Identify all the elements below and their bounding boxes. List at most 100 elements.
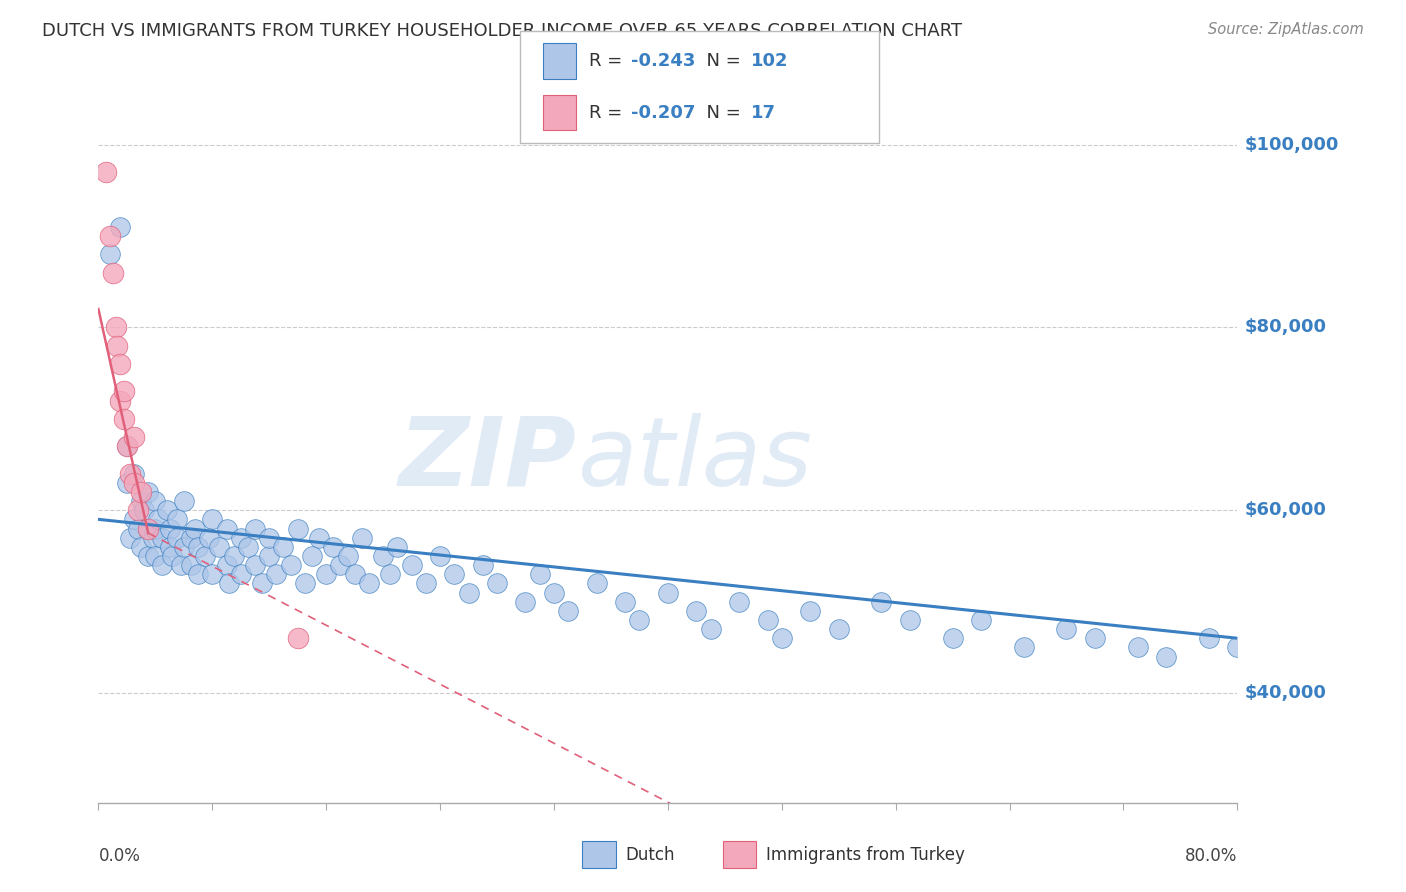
Point <box>105 338 128 352</box>
Point <box>614 594 637 608</box>
Point <box>942 631 965 645</box>
Point <box>198 531 221 545</box>
Point <box>315 567 337 582</box>
Point <box>156 503 179 517</box>
Point <box>336 549 359 563</box>
Point <box>141 531 163 545</box>
Point <box>115 475 138 490</box>
Point <box>471 558 494 573</box>
Point <box>222 549 245 563</box>
Point <box>132 503 155 517</box>
Point <box>543 585 565 599</box>
Point <box>350 531 373 545</box>
Point <box>136 521 159 535</box>
Text: $40,000: $40,000 <box>1244 684 1326 702</box>
Point <box>108 219 131 234</box>
Text: N =: N = <box>695 103 747 121</box>
Point <box>112 411 135 425</box>
Text: R =: R = <box>589 103 628 121</box>
Point <box>1226 640 1249 655</box>
Point <box>429 549 451 563</box>
Point <box>173 540 195 554</box>
Text: 0.0%: 0.0% <box>98 847 141 864</box>
Point <box>628 613 651 627</box>
Point <box>343 567 366 582</box>
Point <box>250 576 273 591</box>
Text: $100,000: $100,000 <box>1244 136 1339 153</box>
Point <box>970 613 993 627</box>
Point <box>898 613 921 627</box>
Point <box>180 531 202 545</box>
Point <box>287 521 309 535</box>
Point <box>159 521 181 535</box>
Point <box>557 604 579 618</box>
Point <box>685 604 707 618</box>
Point <box>870 594 893 608</box>
Point <box>218 576 240 591</box>
Point <box>187 540 209 554</box>
Point <box>108 393 131 408</box>
Point <box>122 475 145 490</box>
Point <box>145 494 167 508</box>
Point <box>415 576 437 591</box>
Point <box>170 558 193 573</box>
Text: DUTCH VS IMMIGRANTS FROM TURKEY HOUSEHOLDER INCOME OVER 65 YEARS CORRELATION CHA: DUTCH VS IMMIGRANTS FROM TURKEY HOUSEHOL… <box>42 22 962 40</box>
Point <box>187 567 209 582</box>
Point <box>127 521 149 535</box>
Text: ZIP: ZIP <box>399 412 576 506</box>
Point <box>259 549 281 563</box>
Point <box>159 540 181 554</box>
Point <box>515 594 537 608</box>
Point <box>152 531 174 545</box>
Point <box>699 622 721 636</box>
Point <box>259 531 281 545</box>
Point <box>166 512 188 526</box>
Point <box>828 622 851 636</box>
Point <box>401 558 423 573</box>
Point <box>104 320 127 334</box>
Point <box>657 585 679 599</box>
Point <box>236 540 259 554</box>
Text: $60,000: $60,000 <box>1244 501 1326 519</box>
Point <box>136 549 159 563</box>
Point <box>201 512 224 526</box>
Point <box>118 531 141 545</box>
Point <box>229 531 252 545</box>
Point <box>1126 640 1149 655</box>
Point <box>145 521 167 535</box>
Point <box>94 165 117 179</box>
Text: $80,000: $80,000 <box>1244 318 1326 336</box>
Point <box>115 439 138 453</box>
Point <box>122 512 145 526</box>
Point <box>136 484 159 499</box>
Point <box>1198 631 1220 645</box>
Point <box>112 384 135 399</box>
Point <box>529 567 551 582</box>
Point <box>145 549 167 563</box>
Point <box>387 540 409 554</box>
Point <box>1084 631 1107 645</box>
Point <box>770 631 793 645</box>
Text: -0.243: -0.243 <box>631 53 696 70</box>
Point <box>162 549 184 563</box>
Point <box>118 467 141 481</box>
Point <box>208 540 231 554</box>
Point <box>98 247 121 261</box>
Text: -0.207: -0.207 <box>631 103 696 121</box>
Point <box>273 540 295 554</box>
Point <box>173 494 195 508</box>
Point <box>194 549 217 563</box>
Point <box>1056 622 1078 636</box>
Point <box>266 567 288 582</box>
Point <box>287 631 309 645</box>
Point <box>373 549 395 563</box>
Point <box>728 594 751 608</box>
Point <box>280 558 302 573</box>
Point <box>799 604 821 618</box>
Point <box>585 576 607 591</box>
Point <box>122 467 145 481</box>
Point <box>148 512 170 526</box>
Point <box>184 521 207 535</box>
Point <box>329 558 352 573</box>
Text: N =: N = <box>695 53 747 70</box>
